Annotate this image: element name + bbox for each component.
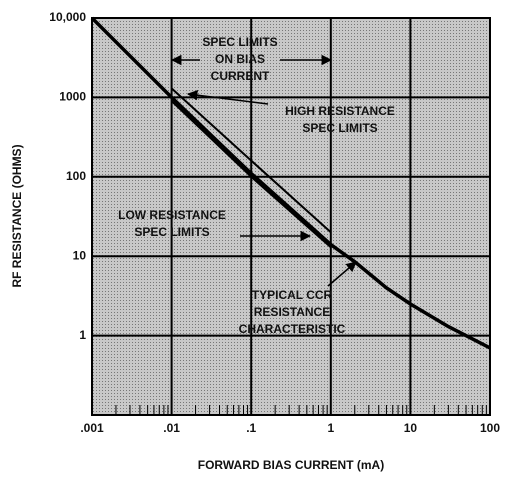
y-tick-label: 100	[66, 169, 86, 183]
x-tick-label: .1	[246, 421, 256, 435]
x-tick-label: .001	[80, 421, 104, 435]
y-tick-label: 10	[73, 248, 87, 262]
annotation: RESISTANCE	[254, 305, 330, 319]
x-tick-label: 10	[404, 421, 418, 435]
y-tick-label: 10,000	[49, 10, 86, 24]
line-series	[90, 16, 491, 350]
annotation: SPEC LIMITS	[134, 225, 209, 239]
annotation: SPEC LIMITS	[302, 121, 377, 135]
arrow	[186, 89, 269, 105]
y-axis-label: RF RESISTANCE (OHMS)	[10, 144, 24, 287]
x-tick-label: 100	[480, 421, 500, 435]
x-axis-label: FORWARD BIAS CURRENT (mA)	[198, 458, 384, 472]
line-series	[170, 87, 332, 234]
arrow	[327, 261, 357, 287]
y-tick-label: 1	[79, 328, 86, 342]
annotation: ON BIAS	[215, 52, 265, 66]
y-tick-label: 1000	[59, 90, 86, 104]
annotation: CURRENT	[211, 69, 270, 83]
x-tick-label: 1	[327, 421, 334, 435]
annotation: LOW RESISTANCE	[118, 208, 226, 222]
annotation: SPEC LIMITS	[202, 35, 277, 49]
annotation: CHARACTERISTIC	[239, 322, 346, 336]
annotation: HIGH RESISTANCE	[285, 104, 395, 118]
x-tick-label: .01	[163, 421, 180, 435]
annotation: TYPICAL CCR	[252, 288, 333, 302]
line-series	[170, 100, 332, 248]
